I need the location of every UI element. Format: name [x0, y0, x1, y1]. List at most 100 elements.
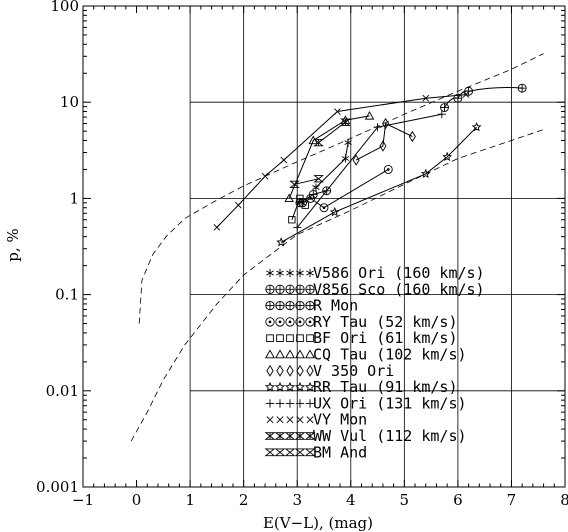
marker-dot	[268, 320, 272, 324]
marker-ring	[319, 203, 329, 213]
legend-entry-label: BM And	[313, 443, 367, 461]
legend-entry-label: V856 Sco (160 km/s)	[313, 280, 485, 298]
marker-asterisk	[276, 268, 284, 278]
marker-dot-circle	[275, 317, 285, 327]
marker-star	[276, 237, 287, 247]
marker-triangle	[275, 349, 285, 359]
legend-entry-label: RY Tau (52 km/s)	[313, 313, 458, 331]
marker-diamond	[296, 364, 304, 377]
series-line	[444, 87, 523, 108]
marker-hourglass	[340, 118, 351, 126]
marker-ring	[295, 317, 305, 327]
marker-ring	[265, 317, 275, 327]
marker-diamond	[286, 364, 294, 377]
y-tick-label: 0.01	[46, 382, 79, 400]
marker-star	[420, 168, 431, 179]
marker-star	[274, 381, 286, 392]
marker-star	[304, 381, 316, 392]
marker-diamond	[379, 140, 387, 152]
marker-diamond	[382, 117, 390, 130]
x-tick-label: 6	[453, 491, 463, 509]
marker-hourglass	[313, 175, 324, 183]
x-tick-label: 7	[507, 491, 517, 509]
marker-star	[274, 381, 286, 392]
marker-square	[296, 334, 304, 343]
marker-diamond	[276, 364, 284, 377]
marker-diamond	[276, 364, 284, 377]
marker-plus	[275, 399, 285, 408]
marker-ring	[305, 317, 315, 327]
reference-curves	[130, 53, 544, 442]
marker-hourglass	[294, 432, 306, 440]
marker-square	[306, 334, 314, 343]
marker-plus-circle	[275, 300, 285, 311]
marker-cross	[422, 94, 430, 102]
marker-ring	[306, 193, 316, 203]
marker-stroke	[344, 140, 352, 146]
marker-star	[471, 122, 482, 132]
x-tick-label: 5	[400, 491, 410, 509]
marker-triangle	[265, 349, 275, 359]
marker-cross	[296, 416, 304, 424]
marker-plus-circle	[453, 93, 463, 103]
marker-diamond	[408, 130, 416, 143]
marker-star	[284, 381, 296, 392]
marker-stroke	[312, 185, 320, 190]
marker-star	[276, 237, 287, 247]
marker-triangle	[285, 349, 295, 359]
marker-plus-circle	[305, 300, 315, 311]
marker-dot	[308, 320, 312, 324]
marker-square	[296, 194, 304, 203]
marker-diamond	[379, 140, 387, 152]
series-line	[288, 115, 370, 199]
marker-square	[301, 201, 309, 209]
marker-hourglass	[284, 448, 296, 457]
marker-square	[276, 334, 284, 343]
marker-square	[301, 201, 309, 209]
marker-asterisk	[341, 154, 350, 163]
marker-diamond	[296, 364, 304, 377]
marker-diamond	[408, 130, 416, 143]
marker-diamond	[266, 364, 274, 377]
marker-plus-circle	[265, 300, 275, 311]
x-tick-label: 0	[132, 491, 142, 509]
marker-dot	[309, 197, 312, 200]
series-lines	[216, 87, 523, 243]
marker-stroke	[341, 156, 350, 161]
marker-dot-circle	[265, 317, 275, 327]
series-line	[216, 94, 466, 228]
legend-entry-label: WW Vul (112 km/s)	[313, 427, 467, 445]
plot-frame	[82, 5, 566, 488]
marker-dot	[278, 320, 282, 324]
grid-lines	[189, 6, 565, 487]
marker-hourglass	[274, 432, 286, 440]
marker-square	[288, 216, 296, 224]
marker-plus-circle	[285, 300, 295, 311]
marker-plus	[265, 399, 275, 408]
marker-plus	[437, 110, 446, 119]
marker-diamond	[266, 364, 274, 377]
marker-plus-circle	[322, 186, 332, 196]
marker-hourglass	[304, 448, 316, 457]
legend-entry-label: BF Ori (61 km/s)	[313, 329, 458, 347]
marker-dot-circle	[306, 193, 316, 203]
marker-stroke	[261, 172, 269, 180]
legend-entry-label: UX Ori (131 km/s)	[313, 394, 467, 412]
series-line	[355, 122, 413, 161]
marker-cross	[276, 416, 284, 424]
marker-hourglass	[304, 432, 316, 440]
marker-hourglass	[340, 118, 351, 126]
legend-entry-label: V586 Ori (160 km/s)	[313, 264, 485, 282]
marker-ring	[298, 198, 308, 208]
marker-plus	[305, 399, 315, 408]
marker-hourglass-cross	[313, 175, 324, 183]
legend: V586 Ori (160 km/s)V856 Sco (160 km/s)R …	[264, 264, 485, 461]
marker-dot-circle	[319, 203, 329, 213]
y-tick-label: 1	[69, 189, 79, 207]
marker-stroke	[296, 270, 304, 276]
marker-cross	[213, 224, 221, 231]
marker-stroke	[306, 416, 314, 424]
marker-star	[284, 381, 296, 392]
x-tick-label: 1	[185, 491, 195, 509]
marker-diamond	[306, 364, 314, 377]
